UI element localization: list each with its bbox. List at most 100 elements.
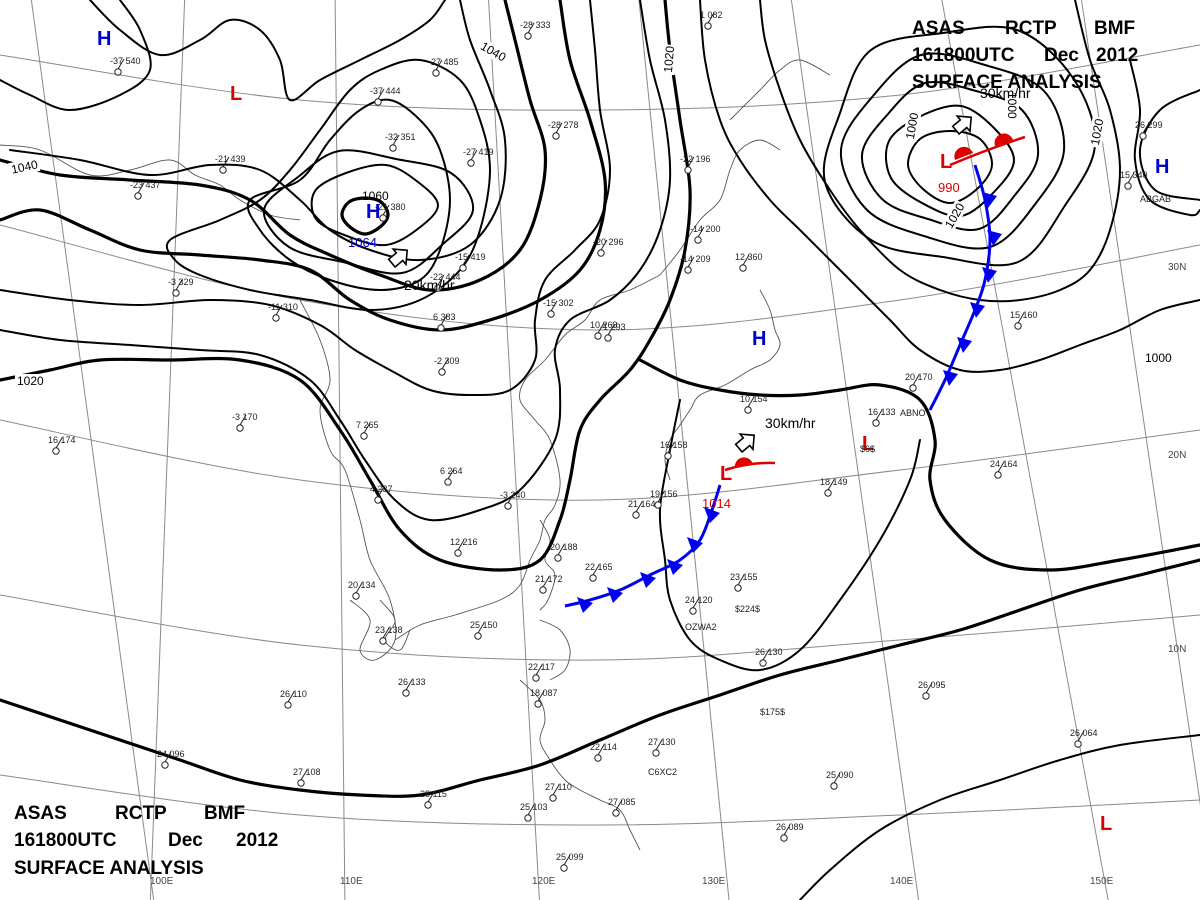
- header-bottom-time: 161800UTC: [14, 830, 117, 851]
- isobar-label: 1020: [1088, 117, 1106, 146]
- station-observation: 26 110: [280, 689, 307, 709]
- isobar-line: [0, 0, 548, 292]
- station-circle-icon: [594, 754, 602, 762]
- warm-front-semicircle: [734, 457, 753, 468]
- station-circle-icon: [994, 471, 1002, 479]
- station-circle-icon: [219, 166, 227, 174]
- coastline: [664, 289, 781, 481]
- observation-value: 23 155: [730, 572, 758, 582]
- ship-station-id: OZWA2: [685, 622, 717, 632]
- wind-barb-icon: [175, 279, 183, 291]
- warm-front-semicircle: [994, 133, 1013, 146]
- movement-arrow-icon: [387, 248, 409, 269]
- header-top: ASAS RCTP BMF 161800UTC Dec 2012 SURFACE…: [912, 18, 1138, 93]
- station-observation: 25 103: [520, 802, 548, 822]
- station-observation: 26 089: [776, 822, 804, 842]
- observation-value: 24 096: [157, 749, 185, 759]
- station-observation: -22 196: [680, 154, 711, 174]
- low-pressure-marker: L: [230, 83, 242, 105]
- station-circle-icon: [374, 496, 382, 504]
- station-circle-icon: [684, 266, 692, 274]
- observation-value: 26 110: [280, 689, 307, 699]
- station-circle-icon: [632, 511, 640, 519]
- wind-barb-icon: [875, 409, 883, 421]
- header-bottom-year: 2012: [236, 830, 278, 851]
- wind-barb-icon: [382, 627, 390, 639]
- observation-value: 4 237: [370, 484, 393, 494]
- wind-barb-icon: [697, 226, 705, 238]
- isobar-label-bg: [8, 157, 41, 178]
- station-circle-icon: [114, 68, 122, 76]
- isobar-line: [165, 58, 491, 311]
- observation-value: 18 149: [820, 477, 848, 487]
- low-pressure-marker: L: [940, 151, 952, 173]
- isobar-label-bg: [940, 199, 969, 233]
- observation-value: -28 333: [520, 20, 551, 30]
- wind-barb-icon: [607, 324, 615, 336]
- wind-barb-icon: [477, 622, 485, 634]
- cold-front-triangle: [667, 559, 683, 575]
- movement-speed-label: 30km/hr: [765, 415, 816, 431]
- isobar-line: [0, 0, 608, 332]
- station-circle-icon: [539, 586, 547, 594]
- wind-barb-icon: [542, 576, 550, 588]
- wind-barb-icon: [597, 322, 605, 334]
- wind-barb-icon: [1127, 172, 1135, 184]
- station-observation: -3 240: [500, 490, 526, 510]
- wind-barb-icon: [287, 691, 295, 703]
- movement-speed-label: 30km/hr: [980, 85, 1031, 101]
- station-observation: 16 158: [660, 440, 688, 460]
- high-pressure-marker: H: [1155, 156, 1169, 178]
- station-observation: 26 299: [1135, 120, 1163, 140]
- ship-station-id: ABGAB: [1140, 194, 1171, 204]
- station-observation: 16 133: [868, 407, 896, 427]
- movement-arrow-icon: [734, 433, 756, 454]
- station-observation: 23 138: [375, 625, 403, 645]
- high-pressure-marker: H: [366, 201, 380, 223]
- station-circle-icon: [389, 144, 397, 152]
- cold-front-triangle: [987, 230, 1002, 246]
- wind-barb-icon: [437, 274, 445, 286]
- station-circle-icon: [552, 132, 560, 140]
- station-circle-icon: [360, 432, 368, 440]
- wind-barb-icon: [440, 314, 448, 326]
- station-circle-icon: [467, 159, 475, 167]
- observation-value: 25 090: [826, 770, 854, 780]
- station-circle-icon: [560, 864, 568, 872]
- isobar-line: [884, 104, 1015, 218]
- wind-barb-icon: [222, 156, 230, 168]
- observation-value: -1 293: [600, 322, 626, 332]
- station-circle-icon: [694, 236, 702, 244]
- isobar-line: [0, 558, 1200, 798]
- wind-barb-icon: [377, 88, 385, 100]
- station-observation: 12 360: [735, 252, 763, 272]
- observation-value: -22 196: [680, 154, 711, 164]
- station-observation: -15 419: [455, 252, 486, 272]
- observation-value: 26 064: [1070, 728, 1098, 738]
- wind-barb-icon: [55, 437, 63, 449]
- isobar-label-bg: [1143, 351, 1173, 365]
- header-bottom-product: ASAS: [14, 803, 67, 824]
- latitude-label: 30N: [1168, 262, 1186, 273]
- station-observation: 27 085: [608, 797, 636, 817]
- isobar-line: [1138, 89, 1200, 201]
- parallel-line: [0, 419, 1200, 501]
- wind-barb-icon: [833, 772, 841, 784]
- pressure-value-label: 1064: [348, 235, 377, 250]
- station-observation: 19 156: [650, 489, 678, 509]
- station-observation: -28 278: [548, 120, 579, 140]
- observation-value: 20 188: [550, 542, 578, 552]
- station-observation: -37 444: [370, 86, 401, 106]
- station-observation: 28 115: [420, 789, 447, 809]
- header-top-product: ASAS: [912, 18, 965, 39]
- station-observation: 21 172: [535, 574, 563, 594]
- station-observation: 27 130: [648, 737, 676, 757]
- observation-value: 28 115: [420, 789, 447, 799]
- station-circle-icon: [830, 782, 838, 790]
- wind-barb-icon: [550, 300, 558, 312]
- wind-barb-icon: [137, 182, 145, 194]
- wind-barb-icon: [707, 12, 715, 24]
- cold-front-triangle: [577, 597, 593, 613]
- station-observation: 10 154: [740, 394, 768, 414]
- station-observation: 24 096: [157, 749, 185, 769]
